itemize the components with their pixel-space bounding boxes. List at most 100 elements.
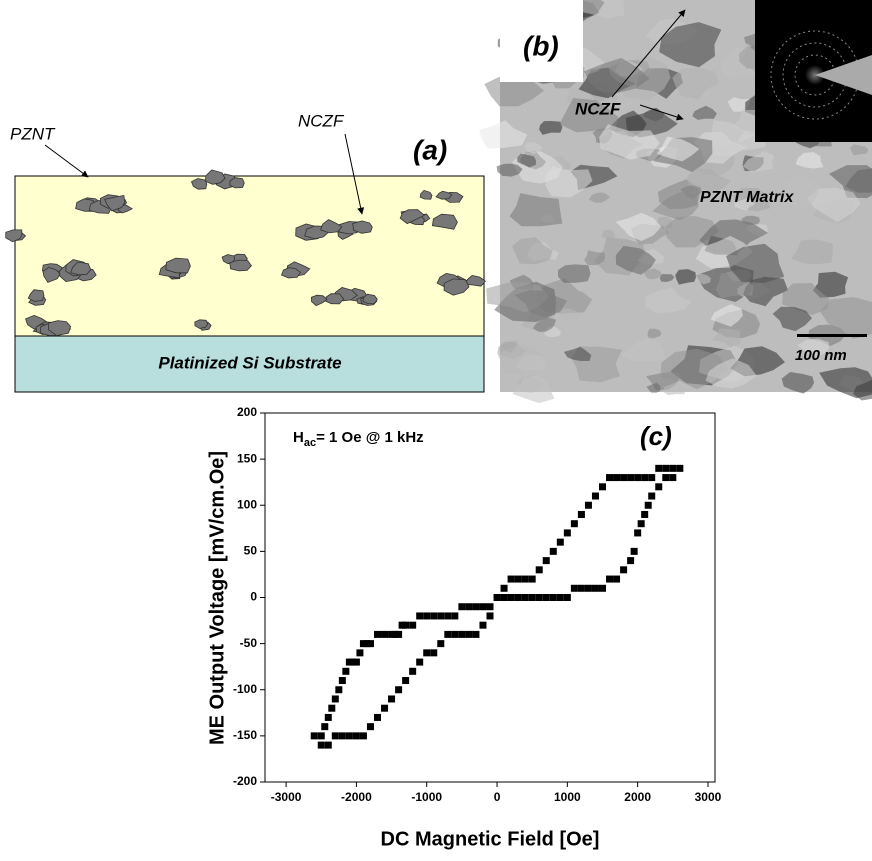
y-tick-label: -50 (240, 636, 258, 650)
data-point (479, 621, 487, 629)
data-point (655, 483, 663, 491)
data-point (507, 594, 515, 601)
data-point (444, 630, 452, 638)
grain-shade (646, 382, 661, 393)
data-point (310, 732, 318, 740)
grain-shade (501, 342, 516, 353)
data-point (321, 723, 329, 731)
grain-shade (743, 276, 789, 307)
grain-shade (705, 358, 757, 389)
grain-shade (741, 215, 761, 225)
data-point (374, 630, 381, 638)
grain-shade (742, 151, 774, 173)
data-point (437, 612, 445, 620)
grain-shade (561, 291, 589, 303)
grain-shade (727, 97, 751, 112)
arrow (639, 104, 684, 121)
data-point (507, 575, 515, 583)
data-point (423, 649, 431, 657)
data-point (549, 594, 557, 601)
grain-shade (819, 367, 872, 399)
data-point (465, 603, 473, 611)
data-point (514, 575, 522, 583)
scale-bar (797, 334, 867, 337)
panel-label: (b) (523, 30, 559, 61)
data-point (627, 557, 635, 565)
arrow (44, 144, 89, 178)
data-point (570, 584, 578, 592)
grain (5, 229, 23, 243)
grain (221, 254, 236, 265)
grain (165, 257, 191, 274)
data-point (563, 529, 571, 537)
data-point (402, 677, 410, 685)
panel-c: (c) Hac= 1 Oe @ 1 kHz DC Magnetic Field … (206, 405, 721, 850)
grain (229, 177, 245, 189)
data-point (391, 630, 399, 638)
data-point (606, 575, 614, 583)
grain-shade (496, 163, 523, 177)
grain-shade (662, 382, 687, 396)
data-point (591, 584, 599, 592)
y-axis-label: ME Output Voltage [mV/cm.Oe] (206, 451, 228, 745)
data-point (398, 621, 406, 629)
data-point (359, 732, 367, 740)
grain (419, 189, 433, 200)
grain (70, 261, 92, 276)
data-point (416, 658, 424, 666)
data-point (345, 732, 353, 740)
data-point (472, 630, 480, 638)
data-point (528, 594, 536, 601)
grain (47, 320, 72, 337)
data-point (486, 612, 494, 620)
data-point (458, 603, 466, 611)
data-point (416, 612, 424, 620)
data-point (345, 658, 353, 666)
grain-shade (560, 308, 583, 321)
data-point (556, 594, 564, 601)
data-point (606, 474, 614, 482)
grain-shade (692, 273, 711, 285)
data-point (381, 704, 389, 712)
x-tick-label: 2000 (624, 790, 651, 804)
data-point (634, 529, 642, 537)
data-point (395, 630, 403, 638)
grain-shade (726, 243, 785, 283)
data-point (486, 603, 494, 611)
data-point (570, 520, 578, 528)
panel-b: (b) NCZF PZNT Matrix 100 nm (479, 0, 872, 404)
data-point (500, 584, 508, 592)
data-point (423, 612, 431, 620)
data-point (451, 612, 459, 620)
data-point (437, 640, 445, 648)
scale-label: 100 nm (795, 347, 847, 364)
x-tick-label: -1000 (411, 790, 442, 804)
plot-frame (264, 412, 716, 783)
data-point (535, 594, 543, 601)
grain (204, 169, 226, 185)
data-point (599, 483, 606, 491)
data-point (634, 474, 642, 482)
data-point (317, 732, 325, 740)
pznt-label: PZNT (10, 124, 56, 143)
grain (320, 219, 343, 234)
data-point (584, 501, 592, 509)
data-point (381, 630, 389, 638)
grain-shade (791, 239, 833, 265)
data-point (352, 658, 360, 666)
grain-shade (659, 22, 722, 68)
grain-shade (539, 121, 563, 135)
data-point (655, 464, 663, 472)
y-tick-label: 200 (237, 405, 257, 419)
data-point (395, 686, 403, 694)
y-tick-label: -100 (233, 682, 257, 696)
grain (431, 213, 458, 230)
grain (435, 190, 453, 200)
nczf-label: NCZF (575, 99, 621, 118)
grain (399, 209, 426, 225)
data-point (637, 520, 645, 528)
data-point (356, 649, 364, 657)
data-point (662, 474, 670, 482)
data-point (374, 713, 381, 721)
